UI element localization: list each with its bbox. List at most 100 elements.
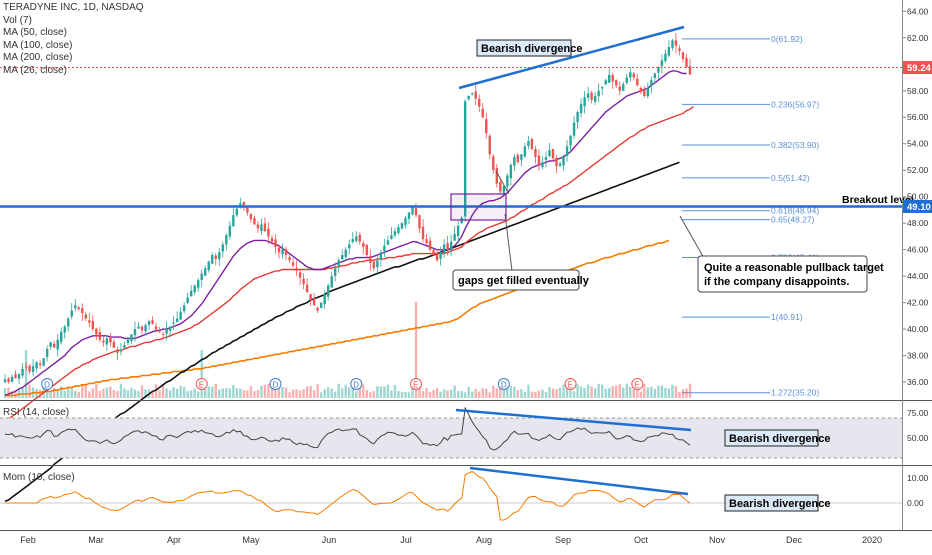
- bearish-divergence-price-callout[interactable]: Bearish divergence: [476, 39, 583, 57]
- momentum-trendline[interactable]: [469, 466, 689, 496]
- candle-body: [14, 374, 17, 379]
- pullback-callout-line: [679, 215, 706, 261]
- breakout-price-badge-text: 49.10: [907, 202, 931, 213]
- volume-bar: [615, 385, 618, 398]
- candle-body: [309, 293, 312, 300]
- candle-body: [133, 329, 137, 336]
- pullback-callout[interactable]: Quite a reasonable pullback target if th…: [697, 255, 884, 293]
- volume-bar: [175, 388, 179, 398]
- rsi-legend[interactable]: RSI (14, close): [3, 407, 70, 418]
- volume-bar: [611, 386, 614, 398]
- candle-body: [534, 148, 537, 157]
- pullback-callout-line2: if the company disappoints.: [704, 276, 849, 288]
- volume-bar: [246, 390, 249, 398]
- volume-bar: [24, 350, 28, 398]
- rsi-axis-ticks: 50.00 75.00: [907, 408, 929, 443]
- volume-bar: [674, 386, 678, 398]
- volume-bar: [161, 384, 165, 398]
- candle-body: [67, 318, 70, 327]
- candle-body: [116, 349, 119, 353]
- volume-bar: [45, 386, 49, 398]
- volume-bar: [688, 383, 692, 398]
- candle-body: [77, 307, 80, 310]
- symbol-title[interactable]: TERADYNE INC, 1D, NASDAQ: [3, 2, 144, 13]
- candle-body: [52, 343, 56, 348]
- event-marker: [195, 378, 208, 390]
- candle-body: [3, 379, 7, 383]
- candle-body: [17, 374, 21, 379]
- candle-body: [119, 350, 123, 352]
- candle-body: [404, 217, 407, 225]
- fib-level-label: 0.65(48.27): [771, 215, 815, 225]
- volume-bar: [154, 384, 158, 398]
- candle-body: [446, 243, 449, 250]
- candle-body: [604, 80, 607, 85]
- candle-body: [414, 208, 418, 216]
- legend-item-ma200[interactable]: MA (200, close): [3, 52, 73, 63]
- volume-bar: [639, 391, 643, 398]
- candle-body: [358, 234, 361, 242]
- momentum-legend[interactable]: Mom (10, close): [3, 472, 75, 483]
- candle-body: [91, 320, 95, 330]
- candle-body: [425, 239, 428, 244]
- volume-bar: [116, 390, 119, 398]
- volume-bar: [281, 386, 284, 398]
- candle-body: [530, 138, 534, 150]
- momentum-pane[interactable]: Bearish divergence: [0, 465, 932, 531]
- volume-bar: [158, 390, 161, 398]
- bearish-divergence-rsi-callout[interactable]: Bearish divergence: [724, 429, 831, 447]
- time-axis[interactable]: Feb Mar Apr May Jun Jul Aug Sep Oct Nov Dec 2020: [20, 535, 882, 545]
- price-tick-label: 48.00: [907, 218, 929, 228]
- gap-box[interactable]: [450, 193, 507, 221]
- volume-bar: [256, 390, 260, 398]
- volume-bar: [21, 387, 24, 398]
- volume-bar: [144, 389, 147, 398]
- volume-bar: [460, 390, 463, 398]
- volume-bar: [123, 388, 126, 398]
- volume-bar: [284, 387, 288, 398]
- volume-bar: [386, 384, 390, 398]
- candle-body: [421, 226, 425, 240]
- candlesticks[interactable]: [3, 33, 692, 384]
- volume-bars: [3, 302, 692, 398]
- volume-bar: [109, 386, 112, 398]
- legend-item-vol[interactable]: Vol (7): [3, 14, 32, 26]
- volume-bar: [622, 387, 625, 398]
- candle-body: [362, 243, 365, 248]
- candle-body: [105, 338, 109, 345]
- candle-body: [49, 342, 52, 347]
- event-marker: [350, 378, 363, 390]
- rsi-trendline[interactable]: [455, 408, 692, 432]
- volume-bar: [456, 391, 460, 398]
- time-tick-label: Aug: [476, 535, 492, 545]
- legend-item-ma50[interactable]: MA (50, close): [3, 27, 67, 38]
- volume-bar: [70, 388, 73, 398]
- legend-item-ma100[interactable]: MA (100, close): [3, 39, 73, 51]
- candle-body: [579, 104, 583, 114]
- price-axis[interactable]: 36.00 38.00 40.00 42.00 44.00 46.00 48.00 50.00…: [902, 0, 932, 530]
- candle-body: [253, 218, 256, 225]
- event-marker-label: E: [413, 381, 418, 390]
- price-trendline[interactable]: [458, 25, 685, 90]
- candle-body: [569, 135, 572, 146]
- volume-bar: [302, 388, 305, 398]
- price-pane[interactable]: 0(61.92) 0.236(56.97) 0.382(53.90) 0.5(51.4…: [0, 0, 917, 503]
- candle-body: [228, 225, 232, 237]
- rsi-pane[interactable]: Bearish divergence: [0, 400, 932, 459]
- candle-body: [74, 305, 77, 309]
- candle-body: [348, 244, 351, 249]
- volume-bar: [390, 390, 393, 398]
- candle-body: [639, 87, 643, 93]
- candle-body: [249, 213, 253, 220]
- volume-bar: [334, 391, 337, 398]
- candle-body: [28, 365, 31, 372]
- bearish-divergence-mom-callout[interactable]: Bearish divergence: [724, 494, 831, 512]
- volume-bar: [126, 390, 130, 398]
- candle-body: [632, 73, 635, 78]
- gaps-callout[interactable]: gaps get filled eventually: [452, 269, 590, 291]
- volume-bar: [421, 391, 425, 398]
- legend-item-ma26[interactable]: MA (26, close): [3, 64, 67, 76]
- event-marker-label: D: [44, 381, 50, 390]
